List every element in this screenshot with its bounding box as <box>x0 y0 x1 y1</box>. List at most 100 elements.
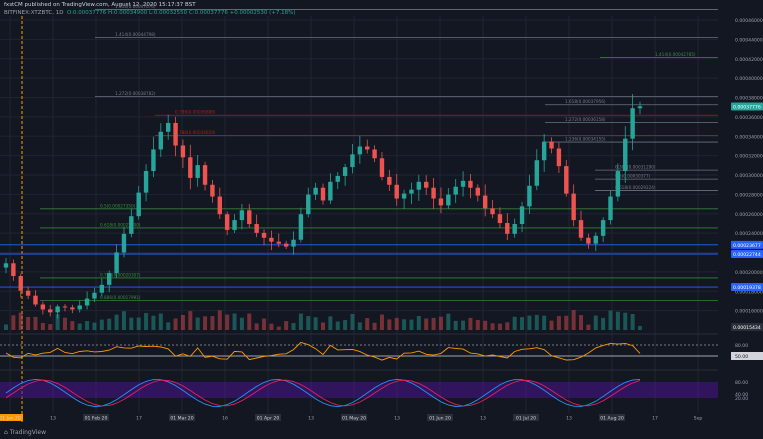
volume-bar <box>48 324 53 330</box>
price-tag-label: 0.00037776 <box>733 105 761 111</box>
volume-bar <box>291 323 296 330</box>
candle-body <box>173 122 178 146</box>
volume-bar <box>601 317 606 330</box>
fib-level-label: 0.786(0.00034829) <box>175 130 216 135</box>
volume-bar <box>357 322 362 330</box>
volume-bar <box>638 326 642 330</box>
candle-body <box>114 252 119 274</box>
stoch-level-label: 20.00 <box>735 396 748 402</box>
x-tick-label: 16 <box>222 416 228 422</box>
candle-body <box>232 220 237 230</box>
volume-bar <box>615 311 620 330</box>
volume-bar <box>379 314 384 330</box>
volume-bar <box>313 317 318 330</box>
x-tick-label: 01 Feb 20 <box>85 416 108 422</box>
candle-body <box>306 194 311 215</box>
price-tag-label: 0.00023677 <box>733 243 761 249</box>
x-tick-label: Sep <box>694 416 703 422</box>
x-tick-label: 01 Jan 20 <box>0 416 21 422</box>
candle-body <box>77 305 82 310</box>
volume-bar <box>254 323 259 330</box>
candle-body <box>70 307 75 310</box>
volume-bar <box>18 312 23 330</box>
volume-bar <box>92 322 97 330</box>
stoch-band <box>0 382 718 398</box>
y-tick-label: 0.00042000 <box>735 57 763 63</box>
candle-body <box>401 193 407 199</box>
volume-bar <box>549 320 554 330</box>
candle-body <box>578 220 584 238</box>
volume-bar <box>188 311 193 330</box>
stoch-k-line <box>5 378 641 408</box>
x-tick-badge <box>513 414 539 421</box>
volume-bar <box>424 318 429 330</box>
candle-body <box>129 216 134 234</box>
candle-body <box>320 187 326 201</box>
volume-bar <box>129 317 134 330</box>
candle-body <box>468 180 473 188</box>
volume-bar <box>438 316 443 330</box>
candle-body <box>497 214 503 224</box>
candle-body <box>210 184 215 197</box>
x-tick-label: 01 Aug 20 <box>600 416 624 422</box>
candle-body <box>424 181 429 188</box>
candle-body <box>269 237 274 242</box>
volume-bar <box>40 322 45 330</box>
volume-bar <box>556 316 561 330</box>
candle-body <box>453 186 458 195</box>
volume-bar <box>232 313 237 330</box>
x-tick-label: 13 <box>480 416 486 422</box>
volume-bar <box>284 321 289 330</box>
volume-bar <box>564 315 569 330</box>
price-tag <box>731 250 763 259</box>
candle-body <box>165 122 171 132</box>
volume-bar <box>276 326 281 330</box>
fib-level-label: 1.236(0.00034155) <box>565 137 606 142</box>
y-tick-label: 0.00044000 <box>735 37 763 43</box>
ohlc-readout: O:0.00037776 H:0.00034900 L:0.00032550 C… <box>66 10 296 16</box>
x-tick-label: 01 Mar 20 <box>170 416 193 422</box>
candle-body <box>188 157 193 178</box>
volume-bar <box>579 315 584 330</box>
x-tick-label: 01 Jun 20 <box>429 416 451 422</box>
volume-bar <box>298 313 303 330</box>
volume-bar <box>350 313 355 330</box>
candle-body <box>55 306 60 313</box>
volume-bar <box>446 313 451 330</box>
volume-bar <box>26 316 31 330</box>
candle-body <box>136 192 141 217</box>
candle-body <box>379 158 385 177</box>
price-tag <box>731 240 763 249</box>
volume-bar <box>571 310 576 330</box>
y-tick-label: 0.00040000 <box>735 76 763 82</box>
candle-body <box>564 166 569 194</box>
volume-bar <box>372 322 377 330</box>
candle-body <box>416 181 422 190</box>
candle-body <box>372 149 377 159</box>
x-tick-badge <box>599 414 625 421</box>
candle-body <box>151 149 156 172</box>
x-tick-label: 01 May 20 <box>342 416 366 422</box>
fib-level-label: 0.382(0.00031290) <box>615 165 656 170</box>
candle-body <box>107 273 112 285</box>
price-tag-label: 0.00019378 <box>733 285 761 291</box>
y-tick-label: 0.00020000 <box>735 270 763 276</box>
candle-body <box>593 235 598 244</box>
volume-bar <box>468 317 473 330</box>
x-tick-badge <box>83 414 109 421</box>
volume-bar <box>247 313 252 330</box>
candle-body <box>637 106 643 109</box>
x-tick-label: 13 <box>566 416 572 422</box>
brand-label: TradingView <box>9 429 46 436</box>
candle-body <box>505 223 510 234</box>
candle-body <box>571 193 576 221</box>
candle-body <box>527 185 532 207</box>
volume-bar <box>630 313 635 330</box>
volume-bar <box>166 322 171 330</box>
price-tag <box>731 283 763 292</box>
candle-body <box>143 171 149 193</box>
fib-level-label: 1.272(0.00036158) <box>565 117 606 122</box>
volume-bar <box>62 317 67 330</box>
candle-body <box>328 181 333 201</box>
